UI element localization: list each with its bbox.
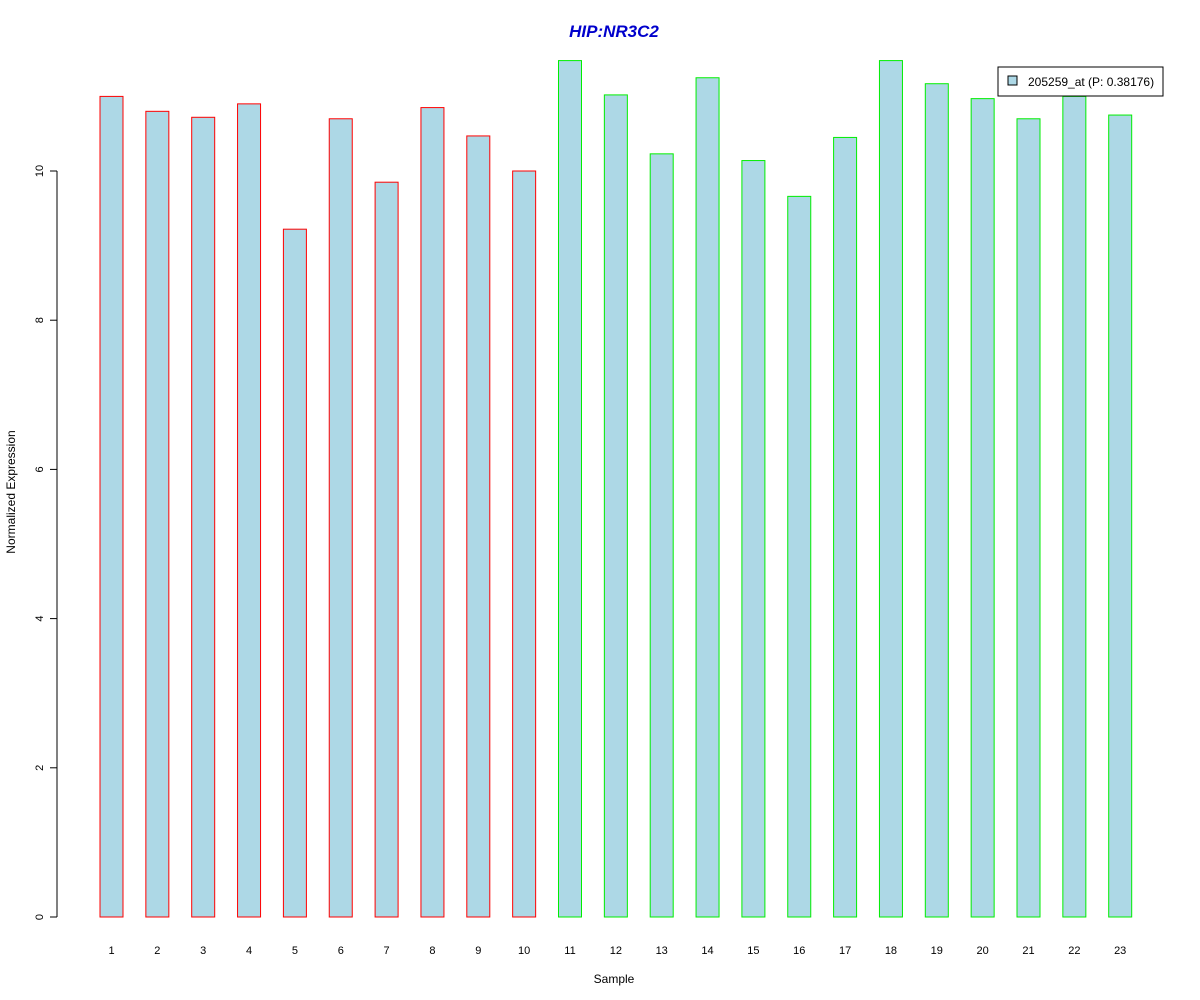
bar-sample-11 bbox=[558, 60, 582, 918]
legend-box bbox=[997, 66, 1164, 97]
bar-sample-20 bbox=[970, 98, 995, 918]
bar-sample-23 bbox=[1108, 114, 1133, 918]
y-tick-label: 8 bbox=[34, 317, 46, 323]
x-tick-label: 14 bbox=[701, 945, 713, 957]
y-tick-label: 0 bbox=[34, 914, 46, 920]
x-tick-label: 18 bbox=[885, 945, 897, 957]
x-tick-label: 10 bbox=[518, 945, 530, 957]
x-tick-label: 3 bbox=[200, 945, 206, 957]
x-tick-label: 7 bbox=[384, 945, 390, 957]
bar-sample-1 bbox=[99, 95, 124, 918]
y-axis-label: Normalized Expression bbox=[4, 430, 18, 553]
x-tick-labels: 1 2 3 4 5 6 7 8 9 10 11 12 13 14 15 16 17 18 19 20 21 22 23 bbox=[108, 945, 1126, 957]
x-tick-label: 6 bbox=[338, 945, 344, 957]
bars bbox=[99, 60, 1133, 918]
x-tick-label: 12 bbox=[610, 945, 622, 957]
x-tick-label: 23 bbox=[1114, 945, 1126, 957]
x-tick-label: 21 bbox=[1022, 945, 1034, 957]
bar-sample-19 bbox=[924, 83, 949, 918]
x-tick-label: 4 bbox=[246, 945, 252, 957]
bar-sample-4 bbox=[237, 103, 262, 918]
y-tick-label: 2 bbox=[34, 765, 46, 771]
bar-sample-9 bbox=[466, 135, 491, 918]
y-tick-label: 6 bbox=[34, 466, 46, 472]
x-tick-label: 17 bbox=[839, 945, 851, 957]
x-tick-label: 2 bbox=[154, 945, 160, 957]
x-tick-label: 16 bbox=[793, 945, 805, 957]
x-tick-label: 19 bbox=[931, 945, 943, 957]
y-tick-label: 4 bbox=[34, 616, 46, 622]
x-axis-label: Sample bbox=[594, 972, 635, 986]
bar-sample-22 bbox=[1062, 95, 1087, 918]
bar-sample-12 bbox=[603, 94, 628, 918]
x-tick-label: 8 bbox=[429, 945, 435, 957]
x-tick-label: 20 bbox=[977, 945, 989, 957]
bar-sample-10 bbox=[512, 170, 537, 918]
legend-swatch bbox=[1007, 75, 1018, 86]
bar-sample-18 bbox=[878, 60, 903, 918]
x-tick-label: 11 bbox=[564, 945, 575, 957]
x-tick-label: 13 bbox=[656, 945, 668, 957]
x-tick-label: 22 bbox=[1068, 945, 1080, 957]
bar-sample-21 bbox=[1016, 118, 1041, 918]
y-axis: 0 2 4 6 8 10 bbox=[34, 165, 58, 920]
y-tick-label: 10 bbox=[34, 165, 46, 177]
bar-sample-16 bbox=[787, 195, 812, 918]
bar-sample-17 bbox=[833, 136, 858, 918]
bar-sample-13 bbox=[649, 153, 674, 918]
chart-title: HIP:NR3C2 bbox=[569, 22, 659, 41]
bar-sample-8 bbox=[420, 107, 445, 918]
bar-sample-2 bbox=[145, 110, 170, 918]
legend: 205259_at (P: 0.38176) bbox=[997, 66, 1164, 97]
x-tick-label: 15 bbox=[747, 945, 759, 957]
bar-sample-5 bbox=[282, 228, 307, 918]
x-tick-label: 9 bbox=[475, 945, 481, 957]
x-tick-label: 1 bbox=[108, 945, 114, 957]
bar-sample-15 bbox=[741, 160, 766, 918]
bar-sample-7 bbox=[374, 181, 399, 918]
bar-sample-6 bbox=[328, 118, 353, 918]
bar-sample-14 bbox=[695, 77, 720, 918]
bar-sample-3 bbox=[191, 116, 216, 918]
x-tick-label: 5 bbox=[292, 945, 298, 957]
legend-label: 205259_at (P: 0.38176) bbox=[1028, 75, 1154, 89]
